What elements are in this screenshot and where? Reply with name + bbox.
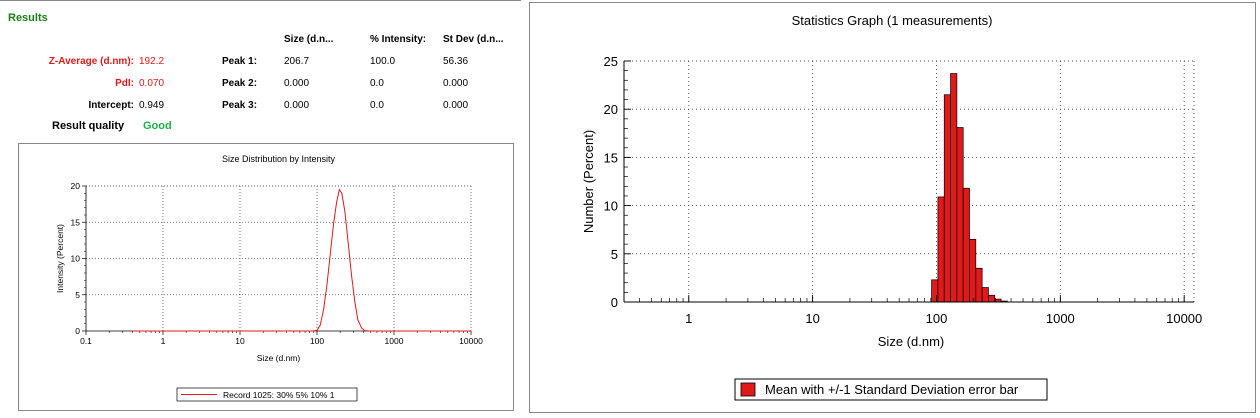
y-tick-label: 0 [611,295,618,310]
y-tick-label: 0 [75,326,80,336]
x-tick-label: 10000 [1166,311,1202,326]
peak-3-intensity: 0.0 [370,100,384,111]
z-average-value: 192.2 [139,56,165,67]
peak-3-label: Peak 3: [222,100,258,111]
x-tick-label: 1000 [385,336,404,346]
peak-1-size: 206.7 [284,56,310,67]
y-tick-label: 10 [71,254,81,264]
y-tick-label: 5 [611,247,618,262]
histogram-bar [931,279,939,303]
x-tick-label: 1 [161,336,166,346]
peak-2-intensity: 0.0 [370,78,384,89]
histogram-bar [988,294,996,303]
peak-2-size: 0.000 [284,78,310,89]
x-tick-label: 10 [235,336,245,346]
x-tick-label: 100 [310,336,324,346]
legend-swatch [740,382,756,397]
chart-title: Statistics Graph (1 measurements) [792,13,993,28]
histogram-bar [943,94,951,303]
x-axis-label: Size (d.nm) [878,334,944,349]
result-quality-label: Result quality [52,120,125,132]
pdi-label: PdI: [115,78,134,89]
y-axis-label: Number (Percent) [581,130,596,233]
y-tick-label: 10 [604,199,618,214]
y-tick-label: 15 [604,150,618,165]
legend-box [734,378,1048,401]
statistics-graph-svg: Statistics Graph (1 measurements)1 10 100 1… [581,13,1202,401]
x-tick-label: 100 [926,311,948,326]
y-tick-label: 25 [604,54,618,69]
results-title: Results [8,12,48,24]
y-tick-label: 20 [604,102,618,117]
histogram-bar [956,127,964,303]
peak-1-label: Peak 1: [222,56,258,67]
x-tick-label: 10000 [459,336,483,346]
result-quality-value: Good [143,120,172,132]
pdi-value: 0.070 [139,78,165,89]
intercept-label: Intercept: [88,100,134,111]
peak-2-label: Peak 2: [222,78,258,89]
y-tick-label: 5 [75,290,80,300]
peak-3-stdev: 0.000 [443,100,469,111]
legend-box [176,387,358,402]
y-axis-label: Intensity (Percent) [55,224,65,293]
statistics-panel: Statistics Graph (1 measurements) 1 10 100 1… [529,2,1256,413]
x-tick-label: 0.1 [80,336,92,346]
histogram-bar [950,73,958,303]
y-tick-label: 20 [71,181,81,191]
histogram-bar [981,287,989,303]
header-stdev: St Dev (d.n... [443,34,504,45]
legend-label: Mean with +/-1 Standard Deviation error … [765,382,1019,397]
histogram-bar [969,238,977,303]
peak-1-intensity: 100.0 [370,56,396,67]
distribution-line [132,188,471,332]
chart-title: Size Distribution by Intensity [222,154,336,164]
intercept-value: 0.949 [139,100,165,111]
peak-2-stdev: 0.000 [443,78,469,89]
peak-1-stdev: 56.36 [443,56,469,67]
histogram-bar [962,187,970,303]
header-intensity: % Intensity: [370,34,427,45]
histogram-bar [975,267,983,303]
x-axis-label: Size (d.nm) [257,353,301,363]
size-distribution-chart: Size Distribution by Intensity 0.1 1 10 100 1… [18,143,514,411]
results-panel: Results Size (d.n... % Intensity: St Dev… [0,0,521,418]
legend-label: Record 1025: 30% 5% 10% 1 [223,390,335,400]
y-tick-label: 15 [71,217,81,227]
x-tick-label: 1000 [1046,311,1075,326]
header-size: Size (d.n... [284,34,334,45]
x-tick-label: 1 [685,311,692,326]
peak-3-size: 0.000 [284,100,310,111]
x-tick-label: 10 [805,311,819,326]
histogram-bar [937,196,945,303]
z-average-label: Z-Average (d.nm): [48,56,134,67]
